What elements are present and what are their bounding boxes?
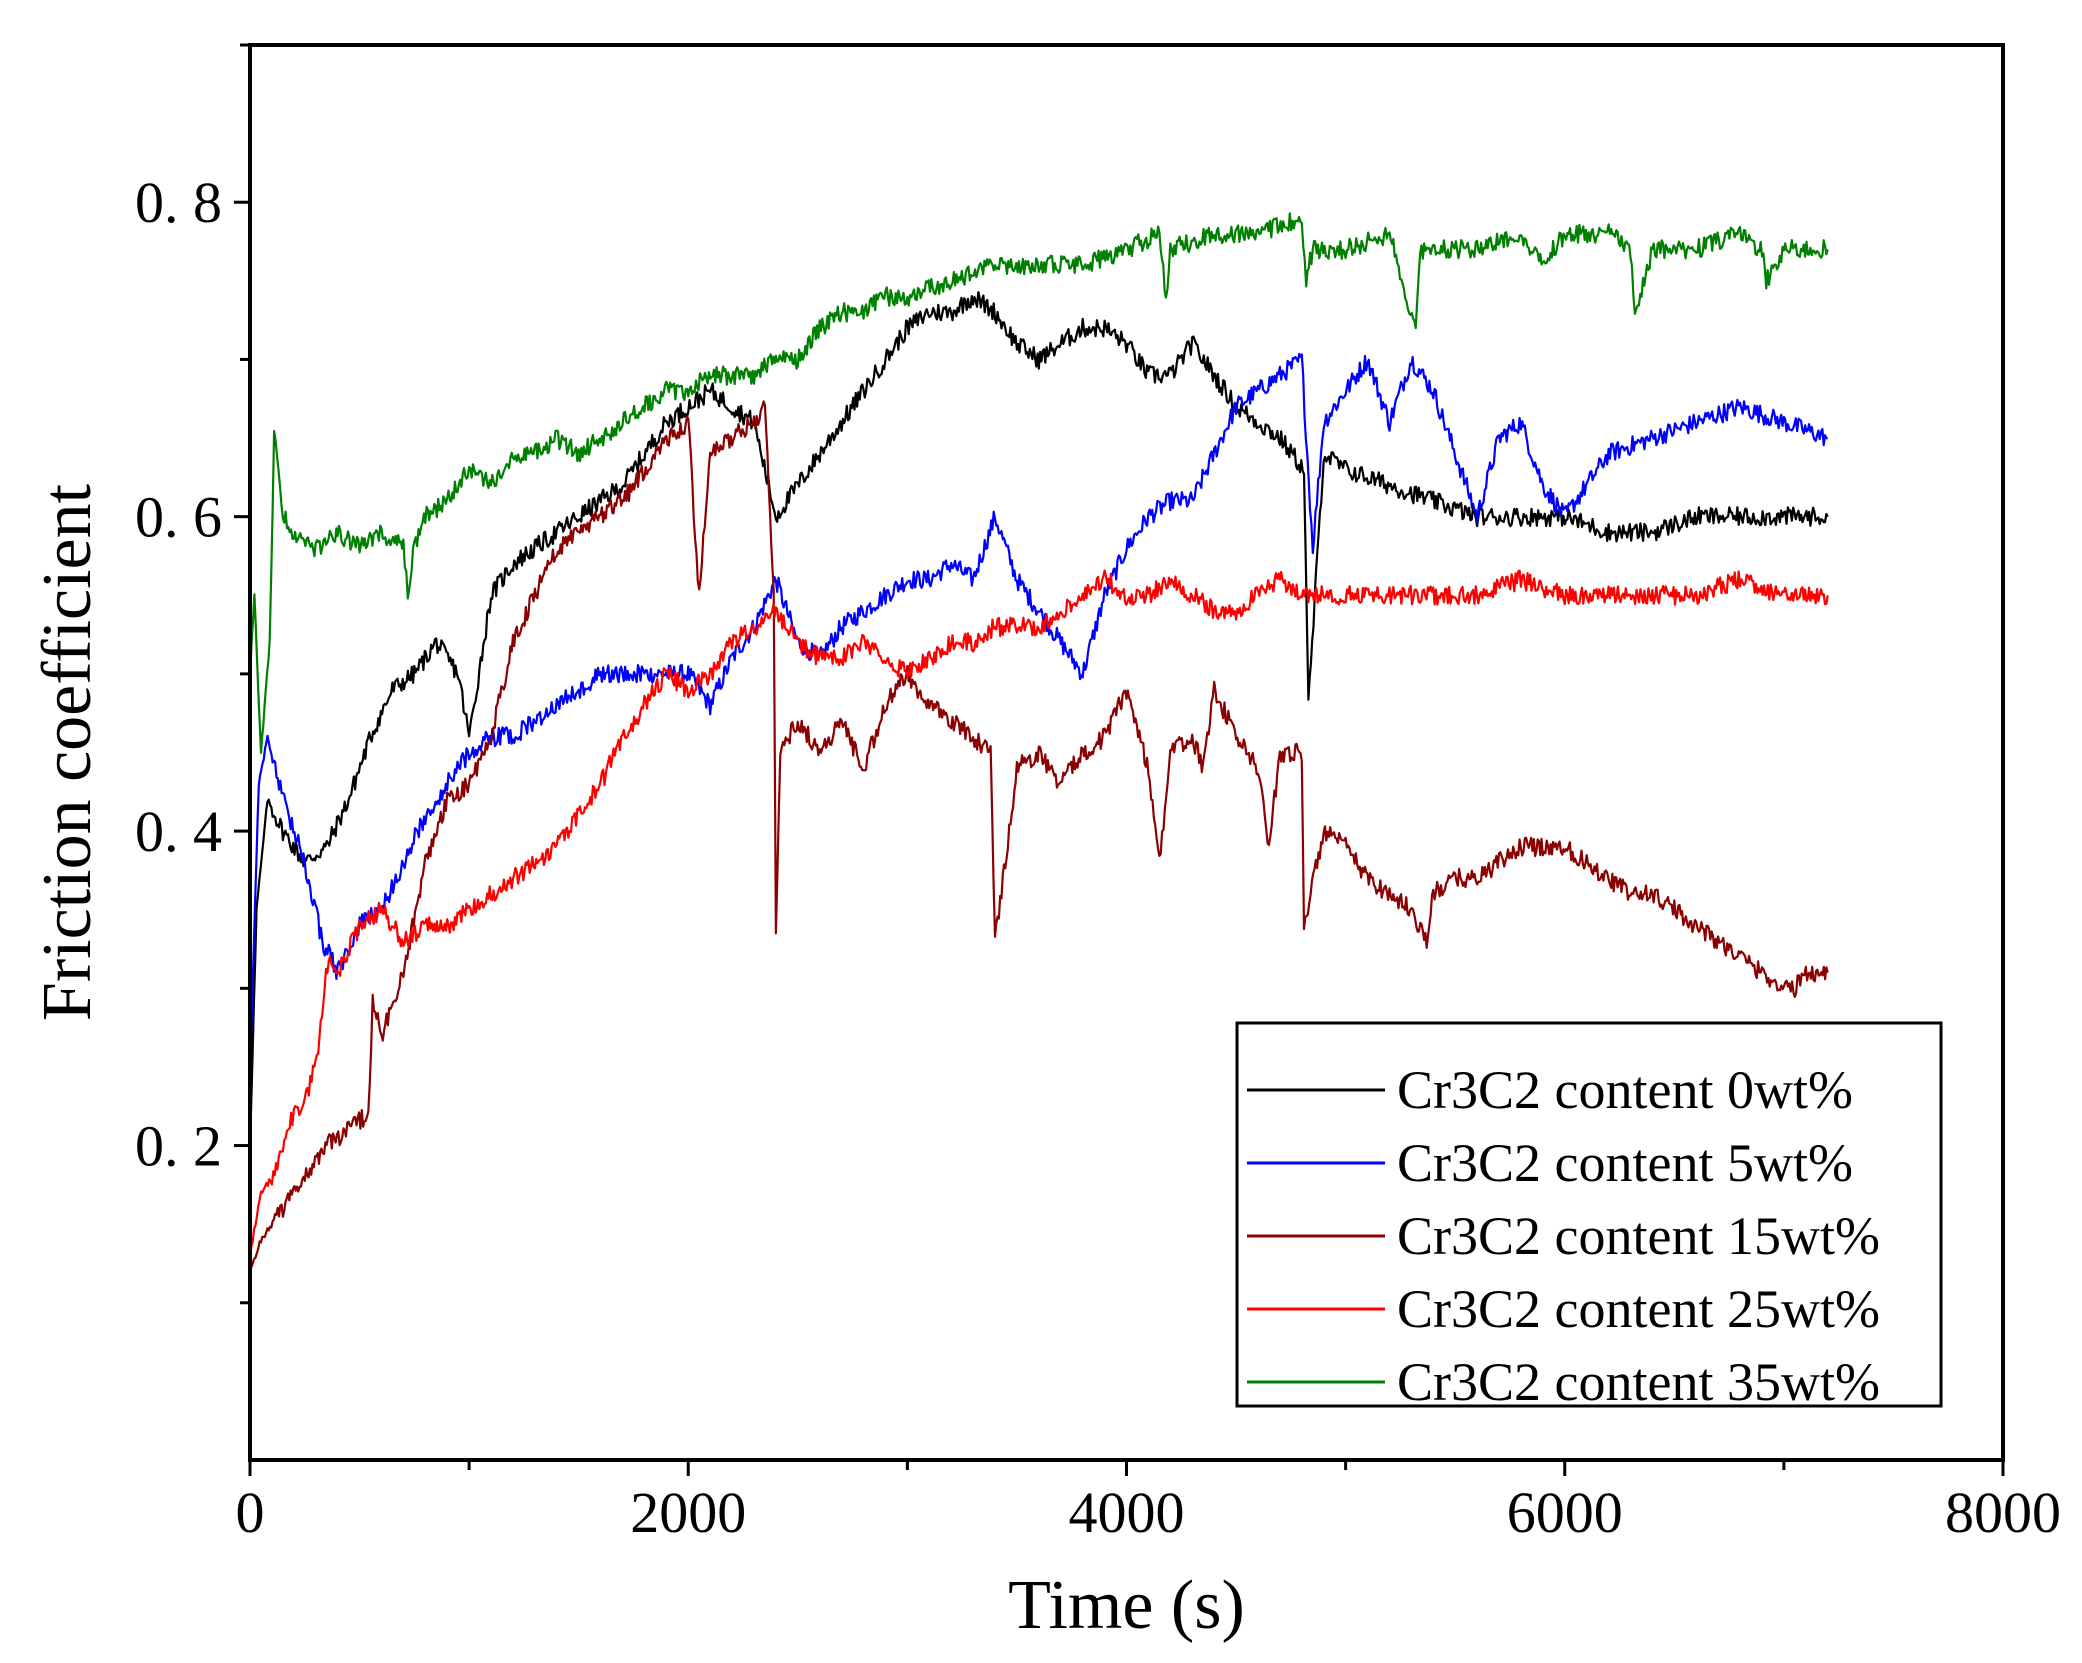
x-tick-label: 2000 [630, 1480, 746, 1545]
legend-label-2: Cr3C2 content 15wt% [1397, 1206, 1880, 1266]
x-axis-title: Time (s) [1008, 1567, 1245, 1644]
y-tick-label: 0. 4 [135, 799, 222, 864]
series-line-1 [248, 352, 1828, 1067]
legend-label-0: Cr3C2 content 0wt% [1397, 1060, 1853, 1120]
series-layer [248, 212, 1829, 1270]
legend-label-3: Cr3C2 content 25wt% [1397, 1279, 1880, 1339]
x-tick-label: 6000 [1507, 1480, 1623, 1545]
y-tick-label: 0. 2 [135, 1114, 222, 1179]
y-tick-label: 0. 6 [135, 485, 222, 550]
legend: Cr3C2 content 0wt% Cr3C2 content 5wt% Cr3C… [1235, 1021, 1943, 1412]
x-tick-label: 0 [236, 1480, 265, 1545]
series-line-3 [248, 569, 1829, 1258]
x-tick-label: 4000 [1069, 1480, 1185, 1545]
x-tick-label: 8000 [1945, 1480, 2061, 1545]
series-line-2 [249, 400, 1829, 1270]
legend-label-4: Cr3C2 content 35wt% [1397, 1352, 1880, 1412]
y-tick-label: 0. 8 [135, 170, 222, 235]
legend-label-1: Cr3C2 content 5wt% [1397, 1133, 1853, 1193]
legend-box [1235, 1021, 1943, 1408]
tick-layer: 0 2000 4000 6000 8000 0. 2 0. 4 0. 6 0. 8 [135, 43, 2061, 1545]
series-line-4 [248, 212, 1829, 754]
y-axis-title: Friction coefficient [29, 483, 106, 1021]
